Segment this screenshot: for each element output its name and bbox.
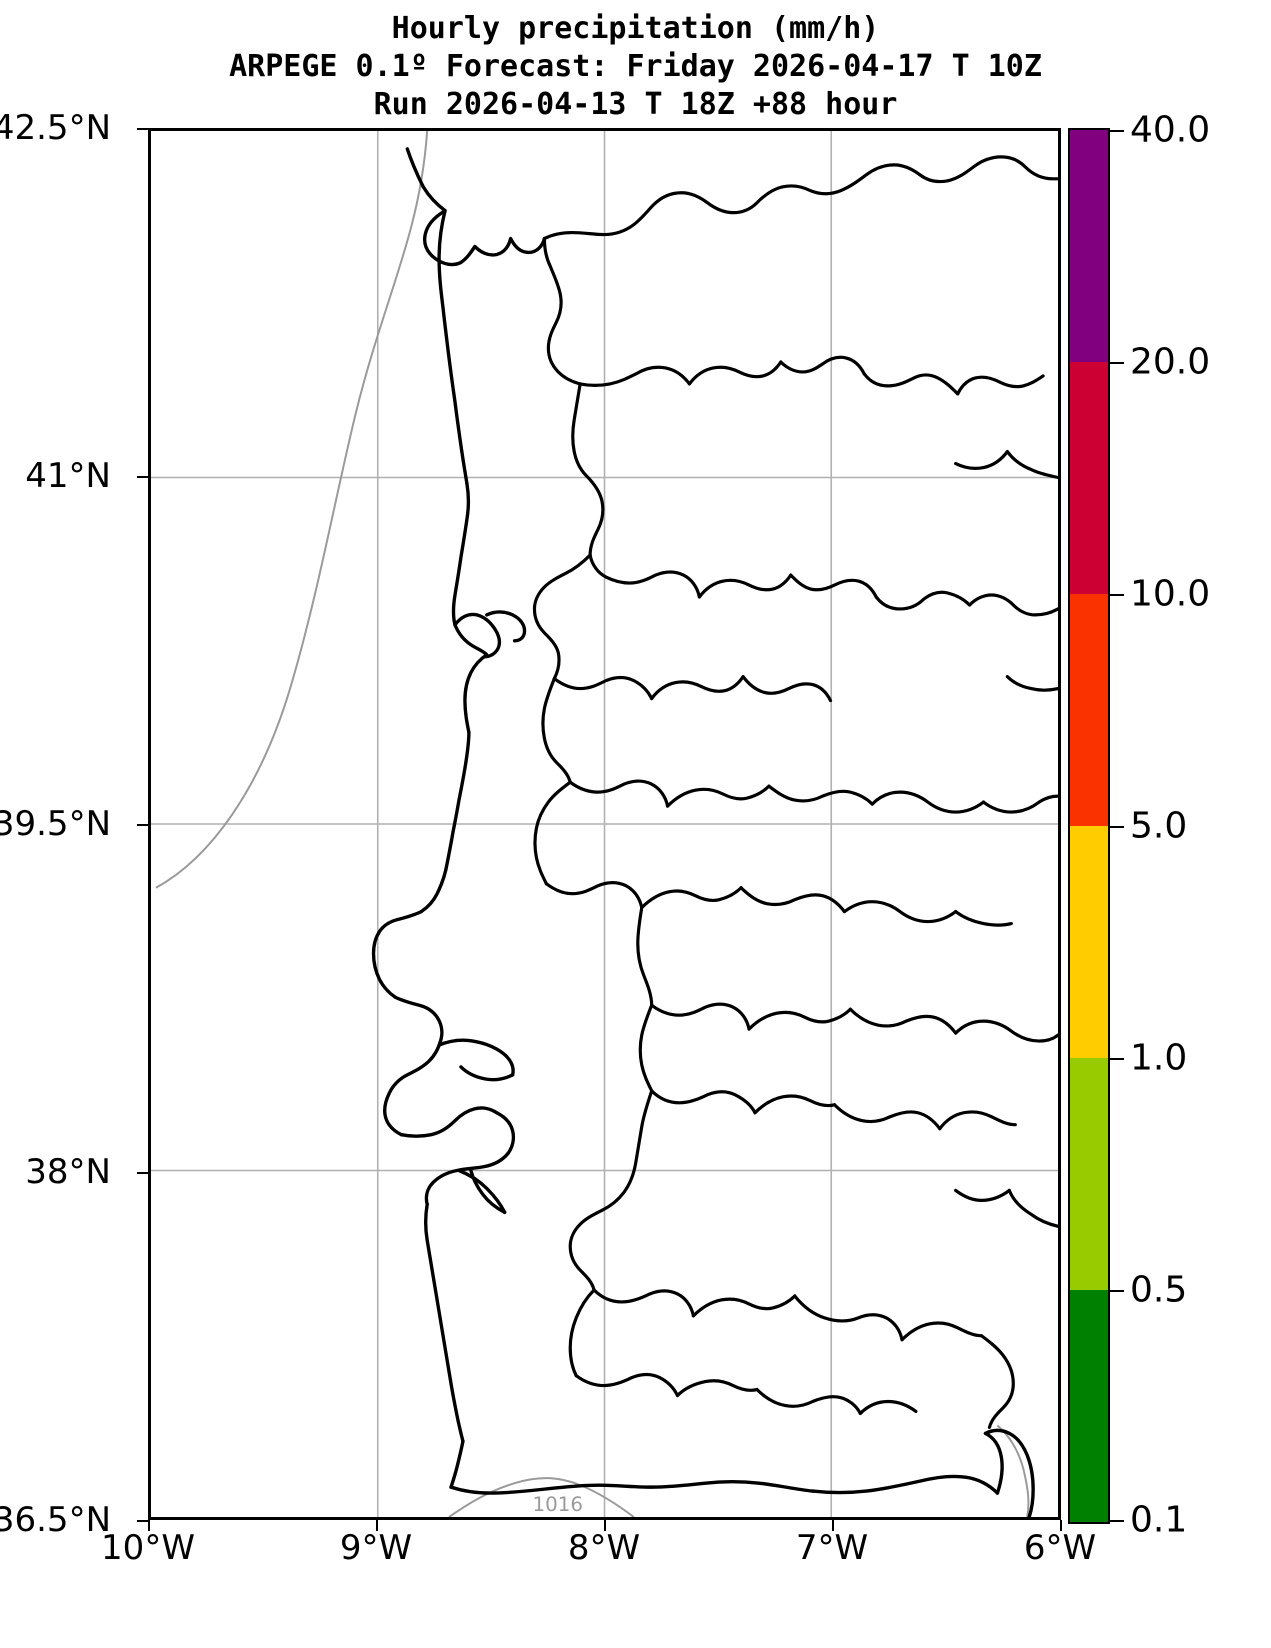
colorbar-band-0.1-0.5 [1070, 1289, 1108, 1522]
colorbar-tick-mark-20 [1108, 362, 1124, 364]
xtick-label-6w: 6°W [1023, 1528, 1097, 1568]
colorbar-tick-mark-40 [1108, 130, 1124, 132]
xtick-mark-8w [604, 1520, 606, 1531]
title-line-3: Run 2026-04-13 T 18Z +88 hour [373, 87, 898, 122]
map-plot-area[interactable]: 1016 [148, 128, 1061, 1520]
coastline [371, 147, 1035, 1517]
colorbar-tick-label-0-5: 0.5 [1130, 1269, 1188, 1311]
colorbar-tick-mark-10 [1108, 594, 1124, 596]
map-canvas: 1016 [151, 131, 1058, 1517]
title-line-2: ARPEGE 0.1º Forecast: Friday 2026-04-17 … [229, 49, 1042, 84]
precipitation-colorbar[interactable] [1068, 128, 1110, 1524]
colorbar-tick-label-20: 20.0 [1130, 341, 1211, 383]
chart-title-block: Hourly precipitation (mm/h) ARPEGE 0.1º … [0, 10, 1271, 124]
ytick-mark-39-5 [137, 824, 148, 826]
ytick-label-36-5: 36.5°N [0, 1500, 111, 1540]
xtick-label-10w: 10°W [101, 1528, 195, 1568]
xtick-mark-9w [376, 1520, 378, 1531]
colorbar-band-1-5 [1070, 825, 1108, 1058]
colorbar-tick-label-40: 40.0 [1130, 109, 1211, 151]
isobar-label-group: 1016 [532, 1493, 583, 1516]
ytick-mark-36-5 [137, 1520, 148, 1522]
colorbar-tick-mark-5 [1108, 826, 1124, 828]
ytick-label-41: 41°N [25, 456, 111, 496]
title-line-1: Hourly precipitation (mm/h) [391, 11, 880, 46]
colorbar-tick-label-5: 5.0 [1130, 805, 1188, 847]
colorbar-band-5-10 [1070, 593, 1108, 826]
colorbar-tick-mark-1 [1108, 1058, 1124, 1060]
colorbar-tick-label-1: 1.0 [1130, 1037, 1188, 1079]
ytick-label-38: 38°N [25, 1152, 111, 1192]
ytick-mark-38 [137, 1172, 148, 1174]
xtick-mark-10w [148, 1520, 150, 1531]
colorbar-tick-label-10: 10.0 [1130, 573, 1211, 615]
colorbar-tick-mark-0-5 [1108, 1290, 1124, 1292]
xtick-mark-6w [1060, 1520, 1062, 1531]
colorbar-tick-mark-0-1 [1108, 1520, 1124, 1522]
isobar-contours [155, 131, 1030, 1517]
xtick-label-7w: 7°W [795, 1528, 869, 1568]
colorbar-band-20-40 [1070, 130, 1108, 362]
ytick-label-39-5: 39.5°N [0, 804, 111, 844]
ytick-label-42-5: 42.5°N [0, 108, 111, 148]
ytick-mark-42-5 [137, 128, 148, 130]
colorbar-tick-label-0-1: 0.1 [1130, 1499, 1188, 1541]
ytick-mark-41 [137, 476, 148, 478]
colorbar-band-10-20 [1070, 361, 1108, 594]
isobar-label-1016: 1016 [532, 1493, 583, 1516]
colorbar-band-0.5-1 [1070, 1057, 1108, 1290]
xtick-label-8w: 8°W [567, 1528, 641, 1568]
map-gridlines [151, 131, 1058, 1517]
xtick-mark-7w [832, 1520, 834, 1531]
xtick-label-9w: 9°W [339, 1528, 413, 1568]
district-borders [532, 155, 1058, 1429]
